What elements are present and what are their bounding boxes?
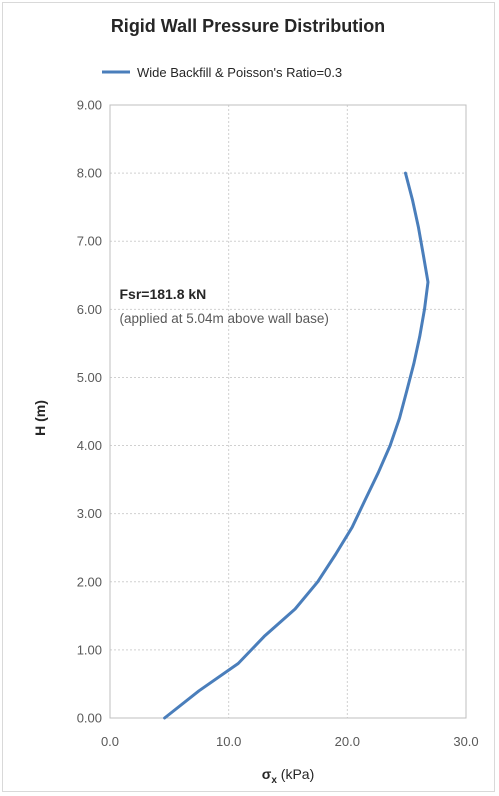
x-axis-label: σx (kPa) bbox=[262, 766, 314, 786]
y-tick-label: 4.00 bbox=[77, 438, 102, 453]
x-tick-label: 20.0 bbox=[335, 734, 360, 749]
x-axis-label-symbol: σ bbox=[262, 766, 272, 782]
series-line bbox=[163, 171, 430, 720]
y-tick-label: 6.00 bbox=[77, 302, 102, 317]
x-axis-label-subscript: x bbox=[271, 775, 277, 786]
annotation-force: Fsr=181.8 kN bbox=[119, 286, 206, 302]
y-tick-label: 1.00 bbox=[77, 642, 102, 657]
y-tick-label: 9.00 bbox=[77, 98, 102, 113]
y-tick-labels: 0.00 1.00 2.00 3.00 4.00 5.00 6.00 7.00 8.00 9.00 bbox=[77, 98, 102, 726]
x-tick-label: 10.0 bbox=[216, 734, 241, 749]
y-axis-label: H (m) bbox=[32, 400, 48, 436]
annotation-location: (applied at 5.04m above wall base) bbox=[119, 311, 328, 326]
chart-title: Rigid Wall Pressure Distribution bbox=[111, 16, 385, 36]
y-tick-label: 2.00 bbox=[77, 574, 102, 589]
plot-area-border bbox=[109, 104, 467, 719]
y-tick-label: 5.00 bbox=[77, 370, 102, 385]
y-tick-label: 0.00 bbox=[77, 711, 102, 726]
y-tick-label: 7.00 bbox=[77, 234, 102, 249]
y-tick-label: 3.00 bbox=[77, 506, 102, 521]
y-tick-label: 8.00 bbox=[77, 166, 102, 181]
legend: Wide Backfill & Poisson's Ratio=0.3 bbox=[102, 65, 342, 80]
x-tick-label: 30.0 bbox=[453, 734, 478, 749]
x-tick-labels: 0.0 10.0 20.0 30.0 bbox=[101, 734, 479, 749]
x-axis-label-unit: (kPa) bbox=[277, 766, 314, 782]
legend-label: Wide Backfill & Poisson's Ratio=0.3 bbox=[137, 65, 342, 80]
x-tick-label: 0.0 bbox=[101, 734, 119, 749]
